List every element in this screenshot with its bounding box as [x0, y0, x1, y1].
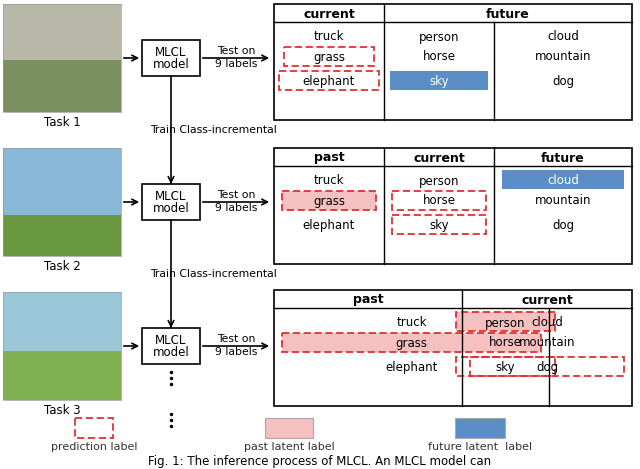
Text: sky: sky: [429, 219, 449, 232]
Text: model: model: [152, 203, 189, 215]
Text: person: person: [419, 174, 460, 188]
Bar: [3, 351, 121, 400]
Text: 9 labels: 9 labels: [215, 59, 257, 69]
Text: person: person: [419, 30, 460, 44]
Text: current: current: [413, 151, 465, 165]
Text: elephant: elephant: [303, 219, 355, 232]
Text: model: model: [152, 347, 189, 360]
FancyBboxPatch shape: [142, 328, 200, 364]
Text: person: person: [485, 317, 525, 330]
Text: horse: horse: [422, 51, 456, 63]
Text: grass: grass: [313, 51, 345, 63]
Text: future latent  label: future latent label: [428, 442, 532, 452]
Text: Fig. 1: The inference process of MLCL. An MLCL model can: Fig. 1: The inference process of MLCL. A…: [148, 454, 492, 468]
Text: elephant: elephant: [385, 361, 438, 373]
Text: cloud: cloud: [547, 30, 579, 44]
Text: grass: grass: [396, 336, 428, 349]
FancyBboxPatch shape: [390, 71, 488, 90]
FancyBboxPatch shape: [455, 418, 505, 438]
Text: 9 labels: 9 labels: [215, 203, 257, 213]
Bar: [3, 60, 121, 112]
FancyBboxPatch shape: [282, 333, 541, 352]
Text: mountain: mountain: [535, 51, 591, 63]
Text: dog: dog: [536, 361, 558, 373]
Text: horse: horse: [489, 336, 522, 349]
Text: MLCL: MLCL: [156, 45, 187, 59]
Text: current: current: [521, 294, 573, 307]
FancyBboxPatch shape: [282, 191, 376, 210]
FancyBboxPatch shape: [142, 40, 200, 76]
Bar: [3, 215, 121, 256]
Text: future: future: [541, 151, 585, 165]
Text: current: current: [303, 8, 355, 21]
Text: future: future: [486, 8, 530, 21]
Text: past latent label: past latent label: [244, 442, 334, 452]
Text: Task 3: Task 3: [44, 403, 80, 416]
Text: grass: grass: [313, 195, 345, 207]
Bar: [3, 4, 121, 60]
Text: dog: dog: [552, 219, 574, 232]
Text: prediction label: prediction label: [51, 442, 137, 452]
Bar: [3, 4, 121, 112]
Text: truck: truck: [314, 174, 344, 188]
FancyBboxPatch shape: [274, 148, 632, 264]
Text: Train Class-incremental: Train Class-incremental: [150, 269, 276, 279]
Text: Task 2: Task 2: [44, 259, 81, 272]
Text: truck: truck: [314, 30, 344, 44]
FancyBboxPatch shape: [456, 312, 555, 331]
FancyBboxPatch shape: [502, 170, 624, 189]
Text: Test on: Test on: [217, 46, 255, 56]
FancyBboxPatch shape: [142, 184, 200, 220]
Text: Task 1: Task 1: [44, 115, 81, 129]
Bar: [3, 292, 121, 400]
Text: mountain: mountain: [535, 195, 591, 207]
Text: 9 labels: 9 labels: [215, 347, 257, 357]
Text: horse: horse: [422, 195, 456, 207]
Text: past: past: [353, 294, 383, 307]
Text: Test on: Test on: [217, 334, 255, 344]
FancyBboxPatch shape: [265, 418, 313, 438]
Text: truck: truck: [396, 317, 427, 330]
Text: cloud: cloud: [547, 174, 579, 188]
Text: mountain: mountain: [519, 336, 575, 349]
Bar: [3, 148, 121, 215]
Text: past: past: [314, 151, 344, 165]
FancyBboxPatch shape: [274, 4, 632, 120]
Text: cloud: cloud: [531, 317, 563, 330]
Text: MLCL: MLCL: [156, 333, 187, 347]
Bar: [3, 292, 121, 351]
Text: model: model: [152, 59, 189, 71]
Text: dog: dog: [552, 75, 574, 88]
Text: elephant: elephant: [303, 75, 355, 88]
Text: sky: sky: [496, 361, 515, 373]
Text: Train Class-incremental: Train Class-incremental: [150, 125, 276, 135]
FancyBboxPatch shape: [274, 290, 632, 406]
Text: Test on: Test on: [217, 190, 255, 200]
Text: MLCL: MLCL: [156, 189, 187, 203]
Text: sky: sky: [429, 75, 449, 88]
Bar: [3, 148, 121, 256]
